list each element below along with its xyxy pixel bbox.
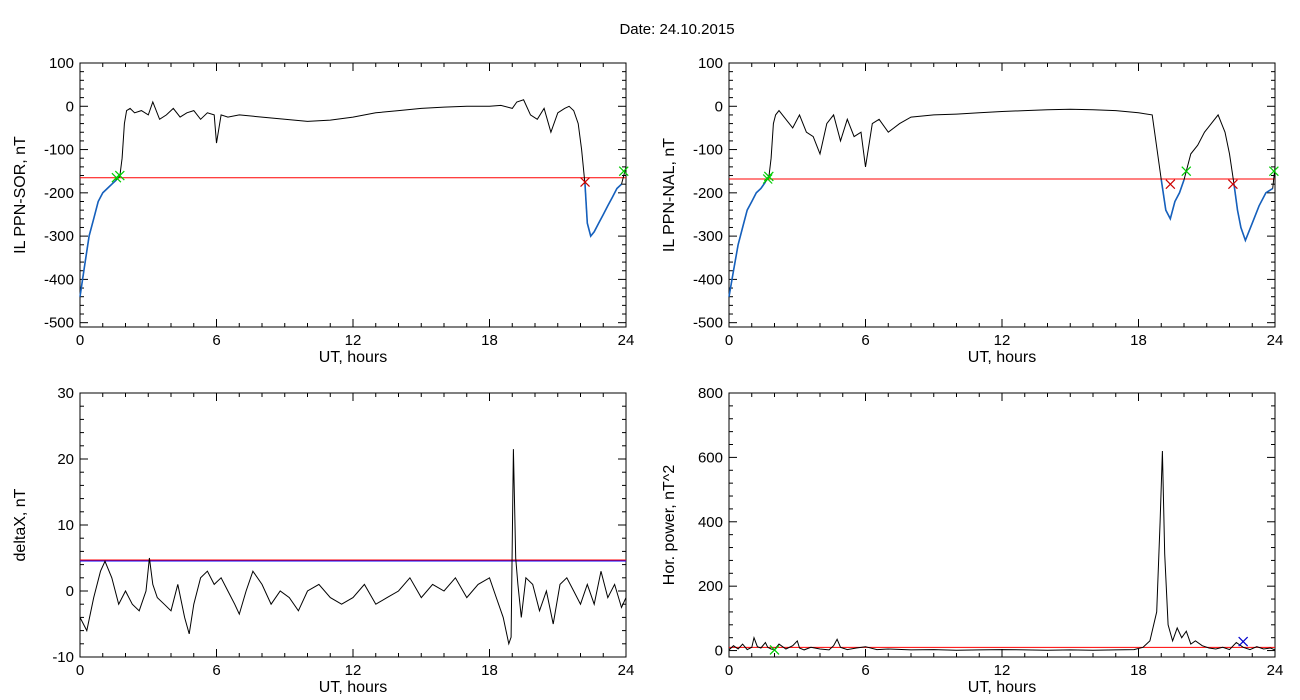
y-tick-label: 30 — [57, 385, 74, 402]
plot-frame — [728, 392, 1276, 658]
below-threshold-segment — [1160, 179, 1185, 222]
cross-marker-stroke — [769, 644, 780, 655]
plot-frame — [79, 62, 627, 328]
y-tick-label: 0 — [715, 98, 723, 115]
y-tick-label: -100 — [693, 142, 723, 159]
cross-marker-stroke — [1268, 166, 1279, 177]
y-tick-label: 20 — [57, 451, 74, 468]
x-tick-label: 24 — [618, 332, 635, 349]
y-tick-label: 10 — [57, 517, 74, 534]
y-tick-label: 200 — [698, 578, 723, 595]
plot-frame — [79, 392, 627, 658]
x-tick-label: 0 — [725, 662, 733, 679]
x-tick-label: 0 — [76, 332, 84, 349]
cross-marker — [580, 177, 590, 187]
x-tick-label: 12 — [345, 332, 362, 349]
cross-marker-stroke — [618, 166, 629, 177]
plot-area: 0 6 12 18 24 100 0 -100 -200 -300 -400 -500 — [44, 55, 634, 349]
cross-marker — [769, 644, 780, 655]
cross-marker — [1181, 166, 1192, 177]
cross-marker-stroke — [1238, 636, 1249, 647]
x-tick-label: 24 — [618, 662, 635, 679]
figure-title: Date: 24.10.2015 — [619, 21, 734, 38]
x-tick-label: 18 — [1130, 332, 1147, 349]
panel-il-ppn-nal: 0 6 12 18 24 100 0 -100 -200 -300 -400 -500 UT, hou… — [661, 55, 1283, 366]
cross-marker — [763, 171, 774, 182]
cross-marker — [762, 174, 773, 184]
y-tick-label: -10 — [52, 649, 74, 666]
x-tick-label: 24 — [1267, 662, 1284, 679]
y-tick-label: -500 — [44, 315, 74, 332]
cross-marker-stroke — [1181, 166, 1192, 177]
y-tick-label: -200 — [693, 185, 723, 202]
y-tick-label: 600 — [698, 449, 723, 466]
below-threshold-segment — [728, 181, 767, 297]
y-tick-label: 100 — [49, 55, 74, 72]
x-tick-label: 6 — [212, 662, 220, 679]
cross-marker-stroke — [1165, 179, 1176, 190]
y-tick-label: 0 — [66, 98, 74, 115]
x-tick-label: 6 — [861, 332, 869, 349]
below-threshold-segment — [584, 183, 623, 238]
cross-marker-stroke — [580, 177, 590, 187]
y-tick-label: -200 — [44, 185, 74, 202]
series-line — [728, 450, 1276, 651]
y-tick-label: 400 — [698, 514, 723, 531]
x-tick-label: 24 — [1267, 332, 1284, 349]
cross-marker — [1165, 179, 1176, 190]
y-tick-label: 0 — [66, 583, 74, 600]
x-tick-label: 0 — [76, 662, 84, 679]
panel-il-ppn-sor: 0 6 12 18 24 100 0 -100 -200 -300 -400 -500 UT, hou… — [12, 55, 634, 366]
y-tick-label: -400 — [693, 271, 723, 288]
y-tick-label: -300 — [44, 228, 74, 245]
x-axis-label: UT, hours — [968, 679, 1036, 696]
y-tick-label: -500 — [693, 315, 723, 332]
cross-marker-stroke — [763, 171, 774, 182]
cross-marker-stroke — [762, 174, 773, 184]
series-line — [79, 99, 627, 297]
below-threshold-segment — [1233, 184, 1274, 243]
y-axis-label: deltaX, nT — [12, 488, 29, 561]
y-tick-label: 800 — [698, 385, 723, 402]
x-tick-label: 12 — [994, 332, 1011, 349]
x-tick-label: 12 — [994, 662, 1011, 679]
y-axis-label: IL PPN-NAL, nT — [661, 138, 678, 252]
y-axis-label: Hor. power, nT^2 — [661, 465, 678, 586]
y-tick-label: 100 — [698, 55, 723, 72]
cross-marker — [114, 170, 125, 181]
cross-marker — [1238, 636, 1249, 647]
x-axis-label: UT, hours — [319, 679, 387, 696]
y-tick-label: 0 — [715, 643, 723, 660]
x-tick-label: 18 — [1130, 662, 1147, 679]
x-tick-label: 18 — [481, 662, 498, 679]
x-tick-label: 12 — [345, 662, 362, 679]
y-tick-label: -300 — [693, 228, 723, 245]
series-line — [79, 449, 627, 646]
x-tick-label: 0 — [725, 332, 733, 349]
x-axis-label: UT, hours — [968, 349, 1036, 366]
x-tick-label: 6 — [861, 662, 869, 679]
panel-hor-power: 0 6 12 18 24 800 600 400 200 0 UT, hours Hor. pow… — [661, 385, 1283, 696]
series-line — [728, 108, 1276, 297]
x-axis-label: UT, hours — [319, 349, 387, 366]
cross-marker — [1227, 179, 1238, 190]
plot-area: 0 6 12 18 24 800 600 400 200 0 — [698, 385, 1283, 679]
x-tick-label: 18 — [481, 332, 498, 349]
below-threshold-segment — [79, 179, 117, 297]
cross-marker-stroke — [1227, 179, 1238, 190]
cross-marker — [1268, 166, 1279, 177]
x-tick-label: 6 — [212, 332, 220, 349]
y-tick-label: -100 — [44, 142, 74, 159]
plot-area: 0 6 12 18 24 100 0 -100 -200 -300 -400 -500 — [693, 55, 1283, 349]
cross-marker — [618, 166, 629, 177]
y-axis-label: IL PPN-SOR, nT — [12, 136, 29, 254]
cross-marker-stroke — [114, 170, 125, 181]
y-tick-label: -400 — [44, 271, 74, 288]
plot-frame — [728, 62, 1276, 328]
